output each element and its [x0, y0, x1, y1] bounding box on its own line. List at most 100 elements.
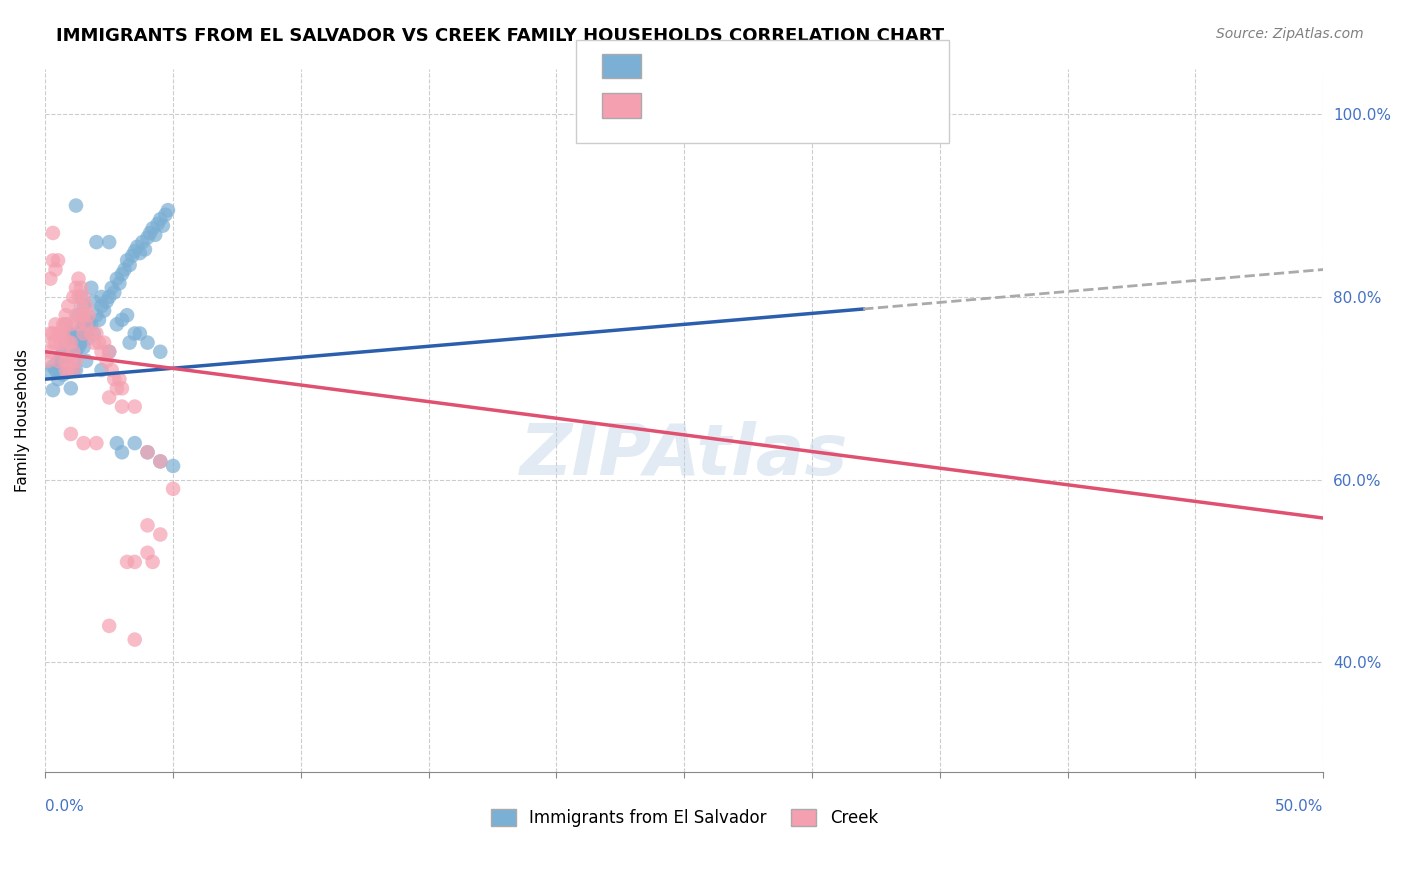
Point	[103, 285, 125, 300]
Point	[100, 281, 122, 295]
Point	[111, 312, 134, 326]
Point	[90, 299, 112, 313]
Point	[55, 356, 77, 370]
Point	[162, 482, 184, 496]
Point	[44, 262, 66, 277]
Point	[124, 326, 146, 341]
Point	[70, 308, 93, 322]
Point	[93, 335, 115, 350]
Point	[75, 312, 97, 326]
Point	[44, 363, 66, 377]
Point	[72, 436, 94, 450]
Text: R =  0.277   N = 90: R = 0.277 N = 90	[650, 56, 841, 76]
Point	[108, 277, 131, 291]
Point	[59, 318, 82, 332]
Point	[49, 349, 72, 363]
Point	[87, 335, 110, 350]
Point	[55, 318, 77, 332]
Point	[58, 363, 80, 377]
Point	[100, 363, 122, 377]
Point	[72, 308, 94, 322]
Point	[72, 318, 94, 332]
Text: 0.0%: 0.0%	[45, 799, 84, 814]
Point	[62, 344, 84, 359]
Point	[83, 326, 105, 341]
Point	[39, 365, 62, 379]
Point	[105, 318, 128, 332]
Point	[156, 203, 179, 218]
Point	[86, 235, 108, 249]
Point	[152, 219, 174, 233]
Point	[59, 354, 82, 368]
Point	[46, 326, 69, 341]
Point	[128, 326, 150, 341]
Point	[98, 391, 121, 405]
Point	[67, 308, 90, 322]
Point	[98, 235, 121, 249]
Point	[62, 354, 84, 368]
Point	[42, 359, 65, 374]
Point	[52, 326, 75, 341]
Point	[105, 271, 128, 285]
Point	[72, 290, 94, 304]
Point	[90, 290, 112, 304]
Point	[124, 632, 146, 647]
Point	[59, 326, 82, 341]
Point	[70, 281, 93, 295]
Point	[142, 555, 165, 569]
Point	[115, 253, 138, 268]
Point	[149, 527, 172, 541]
Point	[70, 299, 93, 313]
Point	[124, 436, 146, 450]
Point	[162, 458, 184, 473]
Point	[98, 344, 121, 359]
Point	[65, 281, 87, 295]
Point	[90, 344, 112, 359]
Point	[87, 312, 110, 326]
Point	[52, 318, 75, 332]
Point	[67, 326, 90, 341]
Point	[37, 354, 59, 368]
Point	[105, 436, 128, 450]
Point	[70, 322, 93, 336]
Point	[75, 326, 97, 341]
Point	[134, 243, 156, 257]
Point	[46, 253, 69, 268]
Text: ZIPAtlas: ZIPAtlas	[520, 421, 849, 490]
Point	[39, 344, 62, 359]
Point	[136, 335, 159, 350]
Point	[72, 340, 94, 354]
Point	[143, 227, 166, 242]
Point	[111, 445, 134, 459]
Point	[49, 326, 72, 341]
Point	[67, 318, 90, 332]
Point	[49, 359, 72, 373]
Point	[90, 363, 112, 377]
Point	[98, 344, 121, 359]
Point	[55, 318, 77, 332]
Point	[59, 340, 82, 354]
Point	[65, 344, 87, 359]
Point	[111, 400, 134, 414]
Point	[98, 290, 121, 304]
Point	[58, 335, 80, 350]
Point	[55, 308, 77, 322]
Point	[42, 226, 65, 240]
Point	[127, 240, 149, 254]
Point	[105, 381, 128, 395]
Point	[118, 258, 141, 272]
Point	[62, 331, 84, 345]
Point	[52, 368, 75, 382]
Point	[65, 354, 87, 368]
Point	[39, 271, 62, 285]
Point	[115, 308, 138, 322]
Point	[58, 326, 80, 341]
Point	[124, 555, 146, 569]
Legend: Immigrants from El Salvador, Creek: Immigrants from El Salvador, Creek	[484, 803, 884, 834]
Point	[142, 221, 165, 235]
Point	[108, 372, 131, 386]
Point	[149, 212, 172, 227]
Point	[58, 299, 80, 313]
Point	[59, 381, 82, 395]
Point	[67, 271, 90, 285]
